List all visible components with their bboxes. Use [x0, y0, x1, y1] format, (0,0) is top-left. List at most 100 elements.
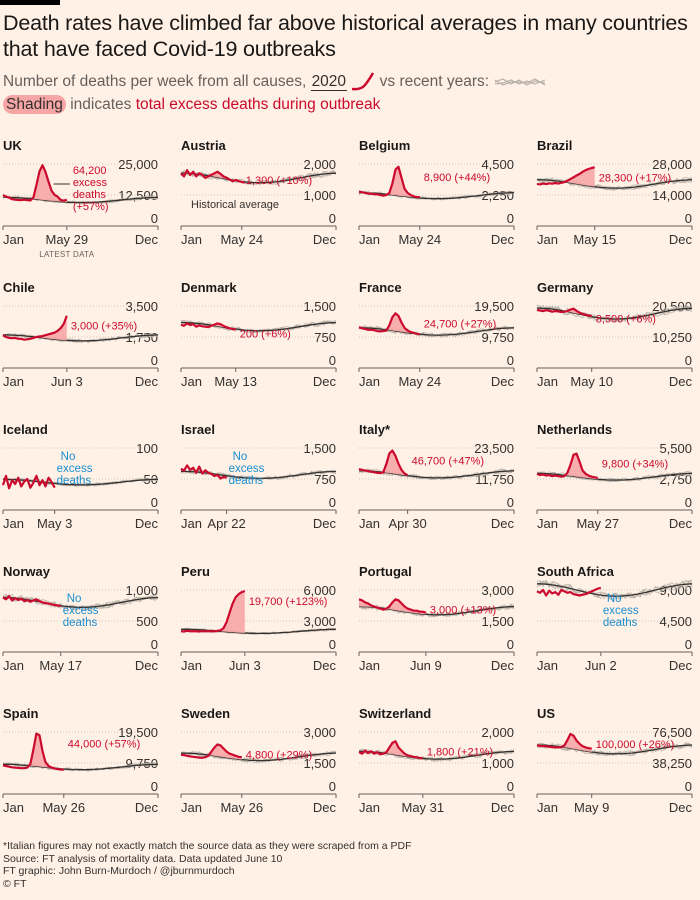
annotation-line: excess: [73, 177, 108, 189]
historical-average-line: [359, 327, 515, 336]
annotation: 44,000 (+57%): [68, 739, 140, 751]
x-tick-label: Jan: [359, 800, 380, 815]
y-tick-label: 0: [151, 495, 158, 510]
panel-title: Brazil: [537, 138, 572, 153]
y-tick-label: 3,500: [125, 299, 158, 314]
y-tick-label: 0: [685, 637, 692, 652]
footer: *Italian figures may not exactly match t…: [3, 840, 412, 890]
panel-italy: Italy* 23,500 11,750 0 Jan Apr 30 Dec 46,700 (+…: [358, 422, 515, 531]
y-tick-label: 4,500: [659, 614, 692, 629]
historical-average-line: [181, 470, 337, 480]
line-2020: [358, 740, 423, 760]
y-tick-label: 0: [685, 211, 692, 226]
x-tick-label: Apr 30: [388, 516, 426, 531]
x-tick-label: Jan: [537, 800, 558, 815]
x-tick-label: Jan: [181, 374, 202, 389]
panel-switzerland: Switzerland 2,000 1,000 0 Jan May 31 Dec 1,800 …: [358, 706, 515, 815]
x-tick-label: Jan: [3, 658, 24, 673]
y-tick-label: 500: [136, 614, 158, 629]
line-2020: [358, 449, 409, 477]
panel-title: Chile: [3, 280, 35, 295]
annotation-line: deaths: [229, 475, 264, 487]
panel-title: Israel: [181, 422, 215, 437]
y-tick-label: 0: [151, 637, 158, 652]
x-tick-label: May 26: [42, 800, 85, 815]
x-tick-label: Dec: [669, 658, 693, 673]
historical-average-line: [180, 321, 337, 332]
x-tick-label: May 26: [220, 800, 263, 815]
y-tick-label: 28,000: [652, 157, 692, 172]
line-2020: [358, 598, 427, 614]
annotation-line: excess: [57, 463, 93, 475]
y-tick-label: 0: [507, 211, 514, 226]
panel-title: France: [359, 280, 402, 295]
annotation: 100,000 (+26%): [596, 739, 675, 751]
annotation: 46,700 (+47%): [412, 456, 484, 468]
annotation: 19,700 (+123%): [249, 596, 328, 608]
x-tick-label: May 17: [39, 658, 82, 673]
panel-austria: Austria 2,000 1,000 0 Jan May 24 Dec 1,300 (+10…: [180, 138, 337, 247]
annotation-line: excess: [63, 605, 99, 617]
x-tick-label: Dec: [669, 374, 693, 389]
ft-top-bar: [0, 0, 60, 5]
panel-title: Portugal: [359, 564, 412, 579]
x-tick-label: Jan: [181, 800, 202, 815]
legend-2020-line-icon: [352, 72, 375, 91]
y-tick-label: 0: [329, 637, 336, 652]
y-tick-label: 0: [507, 637, 514, 652]
x-tick-label: Dec: [135, 232, 159, 247]
y-tick-label: 6,000: [303, 583, 336, 598]
excess-deaths-shading: [181, 170, 245, 182]
y-tick-label: 1,500: [303, 441, 336, 456]
historical-average-line: [3, 196, 158, 204]
line-2020: [180, 169, 246, 184]
y-tick-label: 1,000: [303, 188, 336, 203]
annotation: 4,800 (+29%): [246, 749, 312, 761]
excess-deaths-shading: [537, 453, 598, 480]
line-2020: [536, 732, 592, 750]
x-tick-label: Dec: [313, 232, 337, 247]
line-2020: [536, 307, 592, 318]
x-tick-label: May 10: [570, 374, 613, 389]
line-2020: [2, 732, 64, 771]
y-tick-label: 14,000: [652, 188, 692, 203]
x-tick-label: Dec: [313, 800, 337, 815]
y-tick-label: 0: [507, 353, 514, 368]
y-tick-label: 11,750: [475, 472, 514, 487]
x-tick-label: Jan: [359, 374, 380, 389]
x-tick-label: Dec: [135, 800, 159, 815]
line-2020: [358, 165, 420, 199]
x-tick-label: Jan: [3, 516, 24, 531]
y-tick-label: 750: [314, 330, 336, 345]
annotation: 64,200 excess deaths (+57%): [73, 165, 109, 213]
historical-average-label: Historical average: [191, 199, 279, 211]
panel-title: Norway: [3, 564, 51, 579]
line-2020: [180, 589, 246, 633]
y-tick-label: 23,500: [474, 441, 514, 456]
panel-title: Austria: [181, 138, 227, 153]
y-tick-label: 0: [329, 495, 336, 510]
panel-title: UK: [3, 138, 22, 153]
y-tick-label: 1,000: [125, 583, 158, 598]
panel-norway: Norway 1,000 500 0 Jan May 17 Dec No excess death…: [2, 564, 159, 673]
y-tick-label: 0: [685, 779, 692, 794]
y-tick-label: 5,500: [659, 441, 692, 456]
line-2020: [358, 312, 421, 336]
annotation: No excess deaths: [63, 593, 99, 629]
y-tick-label: 9,750: [481, 330, 514, 345]
subtitle: Number of deaths per week from all cause…: [3, 71, 547, 93]
x-tick-label: Dec: [135, 374, 159, 389]
annotation: 24,700 (+27%): [424, 318, 496, 330]
y-tick-label: 1,000: [481, 756, 514, 771]
panel-us: US 76,500 38,250 0 Jan May 9 Dec 100,000 (+26%): [536, 706, 693, 815]
annotation-line: deaths: [63, 617, 98, 629]
x-tick-label: Jan: [537, 232, 558, 247]
panel-title: Switzerland: [359, 706, 431, 721]
x-tick-label: Dec: [491, 658, 515, 673]
annotation-line: No: [233, 451, 248, 463]
x-tick-label: Dec: [491, 516, 515, 531]
panel-denmark: Denmark 1,500 750 0 Jan May 13 Dec 200 (+6%): [180, 280, 337, 389]
panel-sweden: Sweden 3,000 1,500 0 Jan May 26 Dec 4,800 (+29%…: [180, 706, 337, 815]
